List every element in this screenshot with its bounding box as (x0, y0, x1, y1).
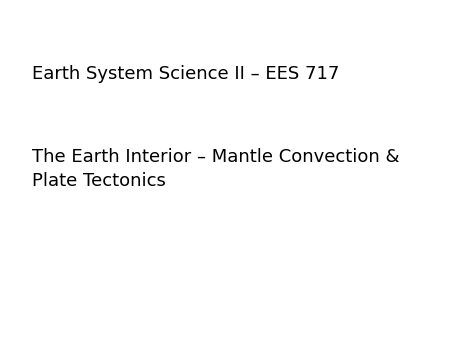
Text: Earth System Science II – EES 717: Earth System Science II – EES 717 (32, 65, 339, 83)
Text: The Earth Interior – Mantle Convection &
Plate Tectonics: The Earth Interior – Mantle Convection &… (32, 147, 399, 191)
